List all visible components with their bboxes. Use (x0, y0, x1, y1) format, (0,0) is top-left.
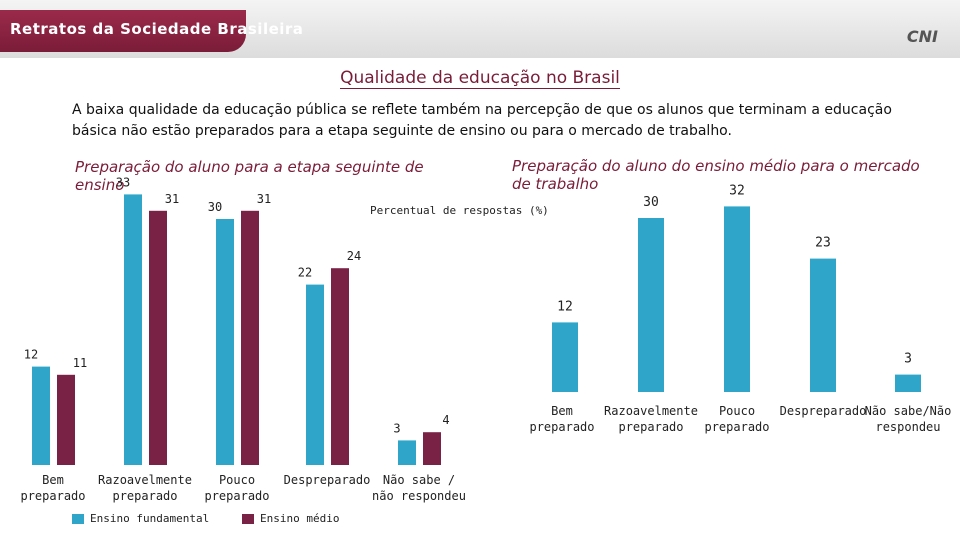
legend-swatch-medio (242, 514, 254, 524)
x-tick-label: Despreparado (780, 404, 867, 418)
data-label: 3 (393, 421, 400, 435)
bar-medio-trabalho (638, 218, 664, 392)
bar-fundamental (32, 366, 50, 465)
x-tick-label: Pouco (219, 473, 255, 487)
bar-fundamental (124, 194, 142, 465)
x-tick-label: Razoavelmente (98, 473, 192, 487)
x-tick-label: Não sabe/Não (865, 404, 952, 418)
brand-banner (0, 10, 246, 52)
x-tick-label: preparado (204, 489, 269, 503)
x-tick-label: Pouco (719, 404, 755, 418)
bar-medio (149, 210, 167, 465)
x-tick-label: preparado (618, 420, 683, 434)
x-tick-label: Não sabe / (383, 473, 455, 487)
data-label: 30 (643, 195, 659, 210)
bar-medio (241, 210, 259, 465)
x-tick-label: não respondeu (372, 489, 466, 503)
legend-label-fundamental: Ensino fundamental (90, 512, 210, 525)
data-label: 11 (73, 356, 87, 370)
data-label: 30 (208, 200, 222, 214)
brand-title: Retratos da Sociedade Brasileira (10, 20, 304, 38)
legend-item-medio: Ensino médio (242, 512, 339, 525)
x-tick-label: Despreparado (284, 473, 371, 487)
chart1-title: Preparação do aluno para a etapa seguint… (75, 158, 424, 194)
legend-swatch-fundamental (72, 514, 84, 524)
data-label: 3 (904, 352, 912, 367)
data-label: 24 (347, 249, 361, 263)
bar-medio (57, 374, 75, 465)
x-tick-label: preparado (20, 489, 85, 503)
bar-medio-trabalho (552, 322, 578, 392)
data-label: 12 (557, 299, 573, 314)
x-tick-label: Bem (551, 404, 573, 418)
legend-item-fundamental: Ensino fundamental (72, 512, 209, 525)
x-tick-label: preparado (529, 420, 594, 434)
bar-fundamental (216, 219, 234, 465)
chart2-title: Preparação do aluno do ensino médio para… (512, 157, 920, 193)
x-tick-label: preparado (112, 489, 177, 503)
bar-medio-trabalho (724, 206, 750, 392)
x-tick-label: Razoavelmente (604, 404, 698, 418)
bar-medio-trabalho (810, 258, 836, 392)
chart-subtitle: Percentual de respostas (%) (370, 204, 549, 217)
x-tick-label: Bem (42, 473, 64, 487)
data-label: 23 (815, 236, 831, 251)
bar-fundamental (398, 440, 416, 465)
cni-logo: CNI (906, 27, 938, 46)
x-tick-label: preparado (704, 420, 769, 434)
bar-medio-trabalho (895, 374, 921, 392)
intro-text: A baixa qualidade da educação pública se… (72, 102, 892, 139)
bar-fundamental (306, 284, 324, 465)
x-tick-label: respondeu (875, 420, 940, 434)
data-label: 4 (442, 413, 449, 427)
bar-medio (423, 432, 441, 465)
data-label: 22 (298, 266, 312, 280)
bar-medio (331, 268, 349, 465)
page-title: Qualidade da educação no Brasil (340, 68, 620, 89)
legend-label-medio: Ensino médio (260, 512, 340, 525)
data-label: 12 (24, 348, 38, 362)
